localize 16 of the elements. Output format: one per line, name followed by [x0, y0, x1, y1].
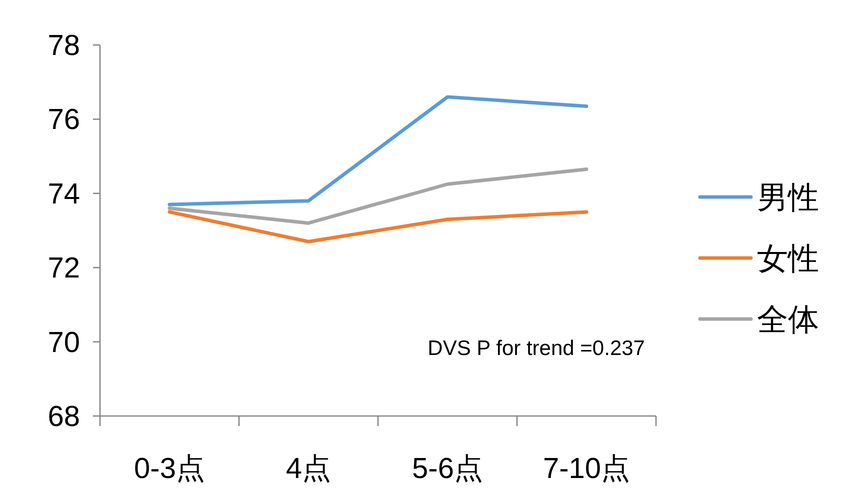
- line-series: [168, 168, 588, 225]
- x-tick-label: 7-10点: [542, 453, 630, 485]
- legend-label: 全体: [757, 302, 819, 337]
- y-tick-label: 70: [48, 326, 80, 359]
- annotation: DVS P for trend =0.237: [428, 337, 645, 360]
- x-tick-label: 0-3点: [134, 453, 205, 485]
- x-tick-label: 4点: [286, 453, 332, 485]
- legend-label: 女性: [757, 241, 819, 276]
- x-tick-label: 5-6点: [412, 453, 483, 485]
- y-tick-label: 72: [48, 252, 80, 285]
- legend-label: 男性: [757, 180, 819, 215]
- y-tick-label: 76: [48, 104, 80, 136]
- y-tick-label: 74: [48, 178, 80, 210]
- y-tick-label: 68: [48, 401, 80, 433]
- y-tick-label: 78: [48, 30, 80, 62]
- line-series: [168, 95, 588, 206]
